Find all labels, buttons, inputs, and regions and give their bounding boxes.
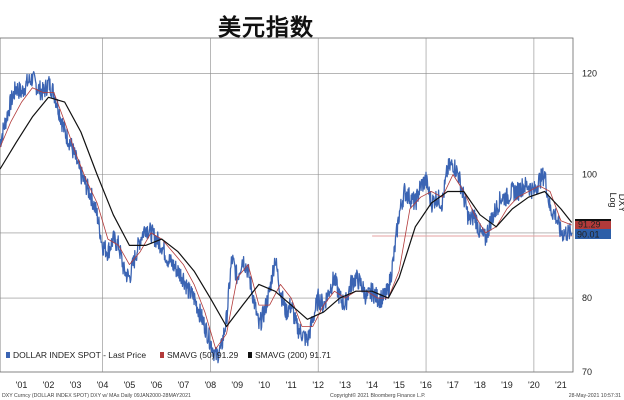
x-tick-label: '11 [286,380,297,390]
footer-left: DXY Curncy (DOLLAR INDEX SPOT) DXY w/ MA… [2,393,191,399]
x-tick-label: '08 [204,380,216,390]
smavg-50-tag [575,221,611,229]
page-title: 美元指数 [218,15,314,41]
x-tick-label: '03 [70,380,82,390]
x-tick-label: '05 [124,380,136,390]
x-tick-label: '18 [474,380,486,390]
legend-label-price: DOLLAR INDEX SPOT - Last Price [13,350,146,360]
x-tick-label: '16 [420,380,432,390]
price-last-value: 90.01 [577,230,600,240]
legend-label-smavg50: SMAVG (50) 91.29 [167,350,238,360]
x-tick-label: '15 [393,380,405,390]
x-tick-label: '07 [177,380,189,390]
x-tick-label: '17 [447,380,459,390]
y-tick-label: 80 [582,293,592,303]
smavg-50-line [0,87,572,350]
x-tick-label: '09 [231,380,243,390]
legend-label-smavg200: SMAVG (200) 91.71 [255,350,331,360]
x-tick-label: '02 [43,380,55,390]
legend-swatch-smavg50 [160,352,164,358]
x-tick-label: '04 [97,380,109,390]
x-tick-label: '12 [312,380,324,390]
y-tick-label: 100 [582,170,597,180]
footer-center: Copyright© 2021 Bloomberg Finance L.P. [330,392,425,399]
price-series-line [0,71,573,364]
x-tick-label: '13 [339,380,351,390]
footer-right: 28-May-2021 10:57:31 [569,393,621,399]
y-tick-label: 70 [582,367,592,377]
legend-swatch-smavg200 [248,352,252,358]
log-scale-label: Log [608,192,618,207]
smavg-200-line [0,96,573,328]
price-last-tag [575,229,611,239]
y-tick-label: 120 [582,69,597,79]
x-tick-label: '10 [258,380,270,390]
plot-frame [0,37,574,373]
y-axis-label: DXY [617,194,624,213]
smavg-50-value: 91.29 [578,220,601,230]
x-tick-label: '06 [151,380,163,390]
x-tick-label: '19 [501,380,513,390]
legend-swatch-price [6,352,10,358]
x-tick-label: '01 [16,380,28,390]
x-tick-label: '20 [528,380,540,390]
x-tick-label: '14 [366,380,378,390]
x-tick-label: '21 [555,380,567,390]
